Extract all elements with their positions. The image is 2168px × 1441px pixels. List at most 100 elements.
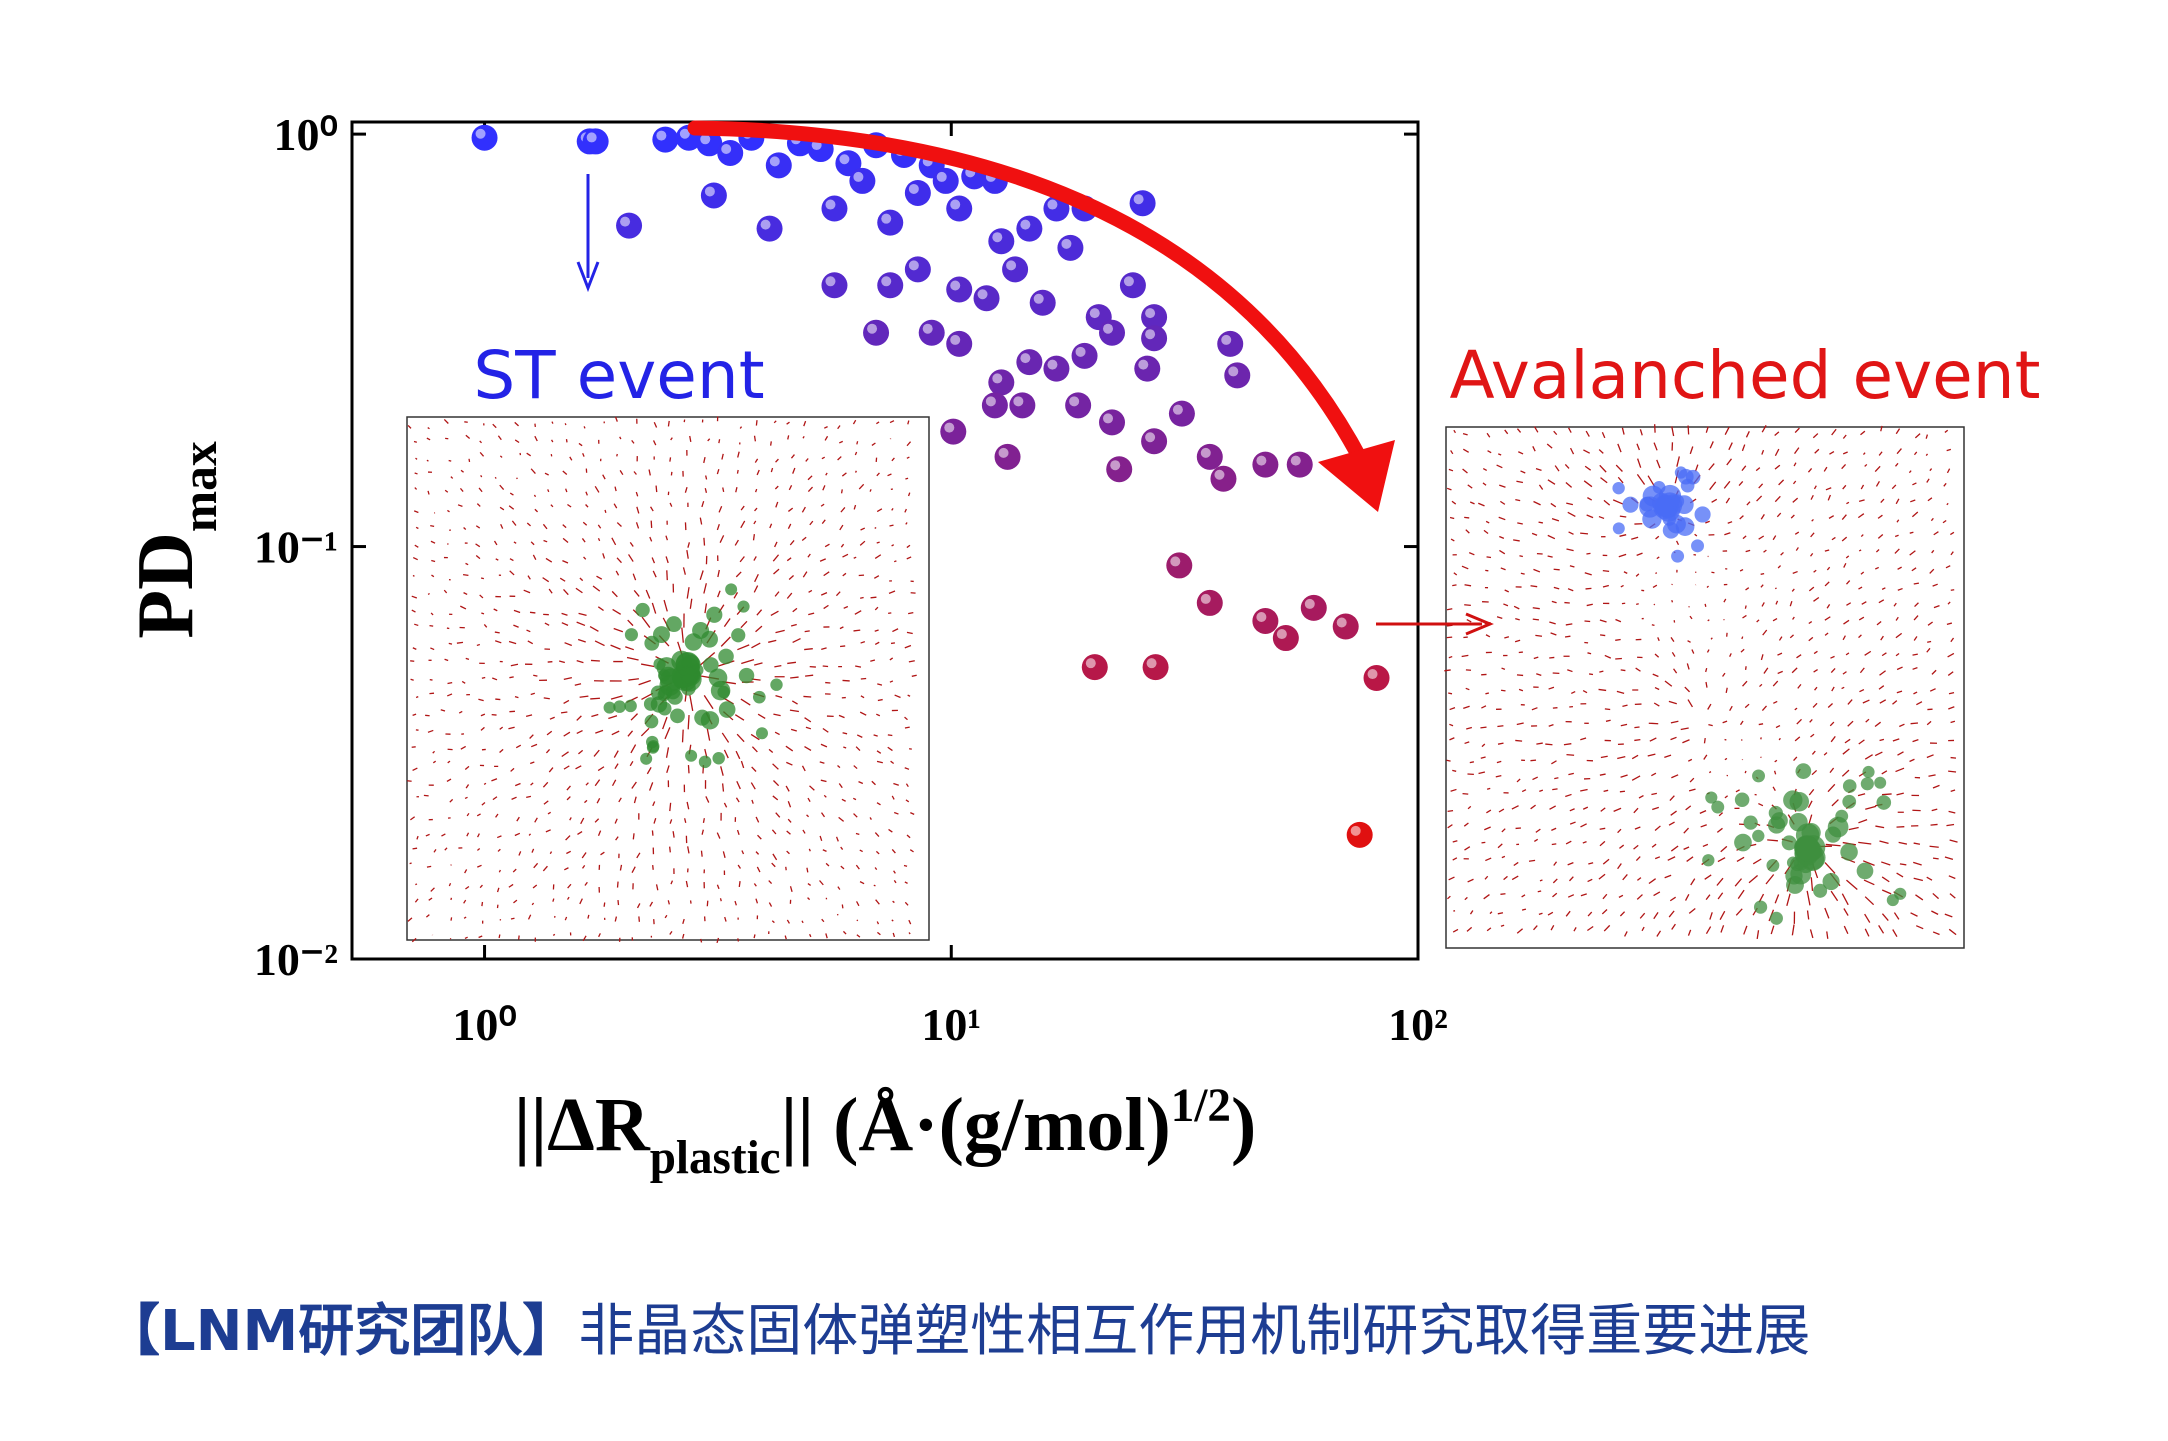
displacement-vector	[529, 611, 536, 614]
displacement-vector	[1758, 723, 1764, 726]
displacement-vector	[820, 779, 827, 783]
displacement-vector	[1450, 538, 1455, 542]
displacement-vector	[893, 870, 896, 874]
displacement-vector	[448, 882, 452, 887]
displacement-vector	[905, 477, 909, 480]
displacement-vector	[839, 524, 844, 531]
displacement-vector	[1689, 777, 1695, 783]
atom	[1752, 769, 1766, 783]
atom	[1766, 858, 1780, 872]
displacement-vector	[1687, 699, 1694, 708]
atom	[1862, 765, 1875, 779]
atom	[1667, 514, 1686, 534]
displacement-vector	[1500, 567, 1506, 571]
displacement-vector	[707, 438, 711, 442]
displacement-vector	[1571, 690, 1576, 695]
displacement-vector	[1648, 722, 1659, 725]
displacement-vector	[1513, 605, 1520, 610]
displacement-vector	[1449, 737, 1455, 741]
displacement-vector	[1948, 875, 1956, 880]
displacement-vector	[1931, 910, 1939, 915]
displacement-vector	[1776, 512, 1782, 518]
displacement-vector	[1909, 531, 1914, 534]
displacement-vector	[1944, 856, 1954, 861]
displacement-vector	[734, 900, 737, 906]
displacement-vector	[527, 914, 532, 920]
displacement-vector	[633, 796, 637, 804]
displacement-vector	[1734, 878, 1743, 887]
displacement-vector	[907, 492, 911, 497]
displacement-vector	[619, 470, 624, 476]
displacement-vector	[1914, 433, 1921, 439]
displacement-vector	[584, 799, 588, 804]
displacement-vector	[1811, 518, 1814, 522]
displacement-vector	[1515, 499, 1521, 502]
displacement-vector	[466, 832, 470, 837]
displacement-vector	[510, 767, 515, 772]
displacement-vector	[1462, 468, 1468, 474]
displacement-vector	[1599, 670, 1604, 673]
displacement-vector	[860, 641, 866, 644]
displacement-vector	[809, 520, 814, 526]
atom	[653, 657, 666, 671]
point-highlight	[908, 260, 919, 271]
displacement-vector	[768, 880, 773, 885]
displacement-vector	[1830, 735, 1836, 743]
displacement-vector	[1567, 511, 1576, 518]
displacement-vector	[718, 439, 721, 444]
displacement-vector	[805, 726, 812, 730]
displacement-vector	[1497, 725, 1504, 728]
displacement-vector	[1499, 549, 1506, 555]
displacement-vector	[771, 829, 777, 835]
displacement-vector	[906, 556, 912, 560]
displacement-vector	[1587, 911, 1593, 917]
displacement-vector	[431, 559, 436, 563]
displacement-vector	[529, 761, 535, 765]
y-tick-label: 10⁻¹	[254, 522, 338, 573]
point-highlight	[1020, 353, 1031, 364]
displacement-vector	[430, 887, 435, 892]
displacement-vector	[716, 523, 720, 531]
displacement-vector	[1485, 692, 1490, 695]
displacement-vector	[633, 589, 640, 597]
displacement-vector	[1464, 516, 1470, 519]
point-highlight	[1200, 447, 1211, 458]
displacement-vector	[888, 590, 896, 594]
displacement-vector	[499, 506, 505, 511]
displacement-vector	[1482, 467, 1488, 471]
displacement-vector	[1720, 845, 1728, 853]
displacement-vector	[564, 423, 567, 426]
displacement-vector	[569, 456, 573, 461]
displacement-vector	[628, 554, 634, 562]
displacement-vector	[686, 801, 690, 810]
atom	[725, 583, 738, 596]
atom	[1753, 900, 1768, 914]
displacement-vector	[635, 522, 640, 529]
point-highlight	[950, 280, 961, 291]
displacement-vector	[1487, 450, 1492, 454]
displacement-vector	[876, 421, 880, 425]
displacement-vector	[1794, 447, 1800, 454]
point-highlight	[1085, 658, 1096, 669]
displacement-vector	[1706, 649, 1710, 653]
displacement-vector	[792, 637, 801, 643]
point-highlight	[1133, 194, 1144, 205]
displacement-vector	[590, 697, 601, 700]
displacement-vector	[774, 541, 778, 548]
displacement-vector	[1895, 428, 1901, 435]
displacement-vector	[465, 657, 470, 660]
displacement-vector	[889, 524, 894, 527]
displacement-vector	[430, 540, 436, 544]
displacement-vector	[1619, 515, 1627, 518]
displacement-vector	[907, 694, 911, 697]
displacement-vector	[1462, 448, 1470, 453]
displacement-vector	[1532, 607, 1540, 610]
displacement-vector	[1656, 556, 1660, 560]
displacement-vector	[597, 606, 604, 612]
displacement-vector	[842, 732, 848, 735]
displacement-vector	[1858, 549, 1862, 552]
displacement-vector	[1589, 673, 1594, 676]
displacement-vector	[769, 441, 772, 446]
displacement-vector	[1858, 499, 1865, 503]
displacement-vector	[464, 796, 468, 800]
